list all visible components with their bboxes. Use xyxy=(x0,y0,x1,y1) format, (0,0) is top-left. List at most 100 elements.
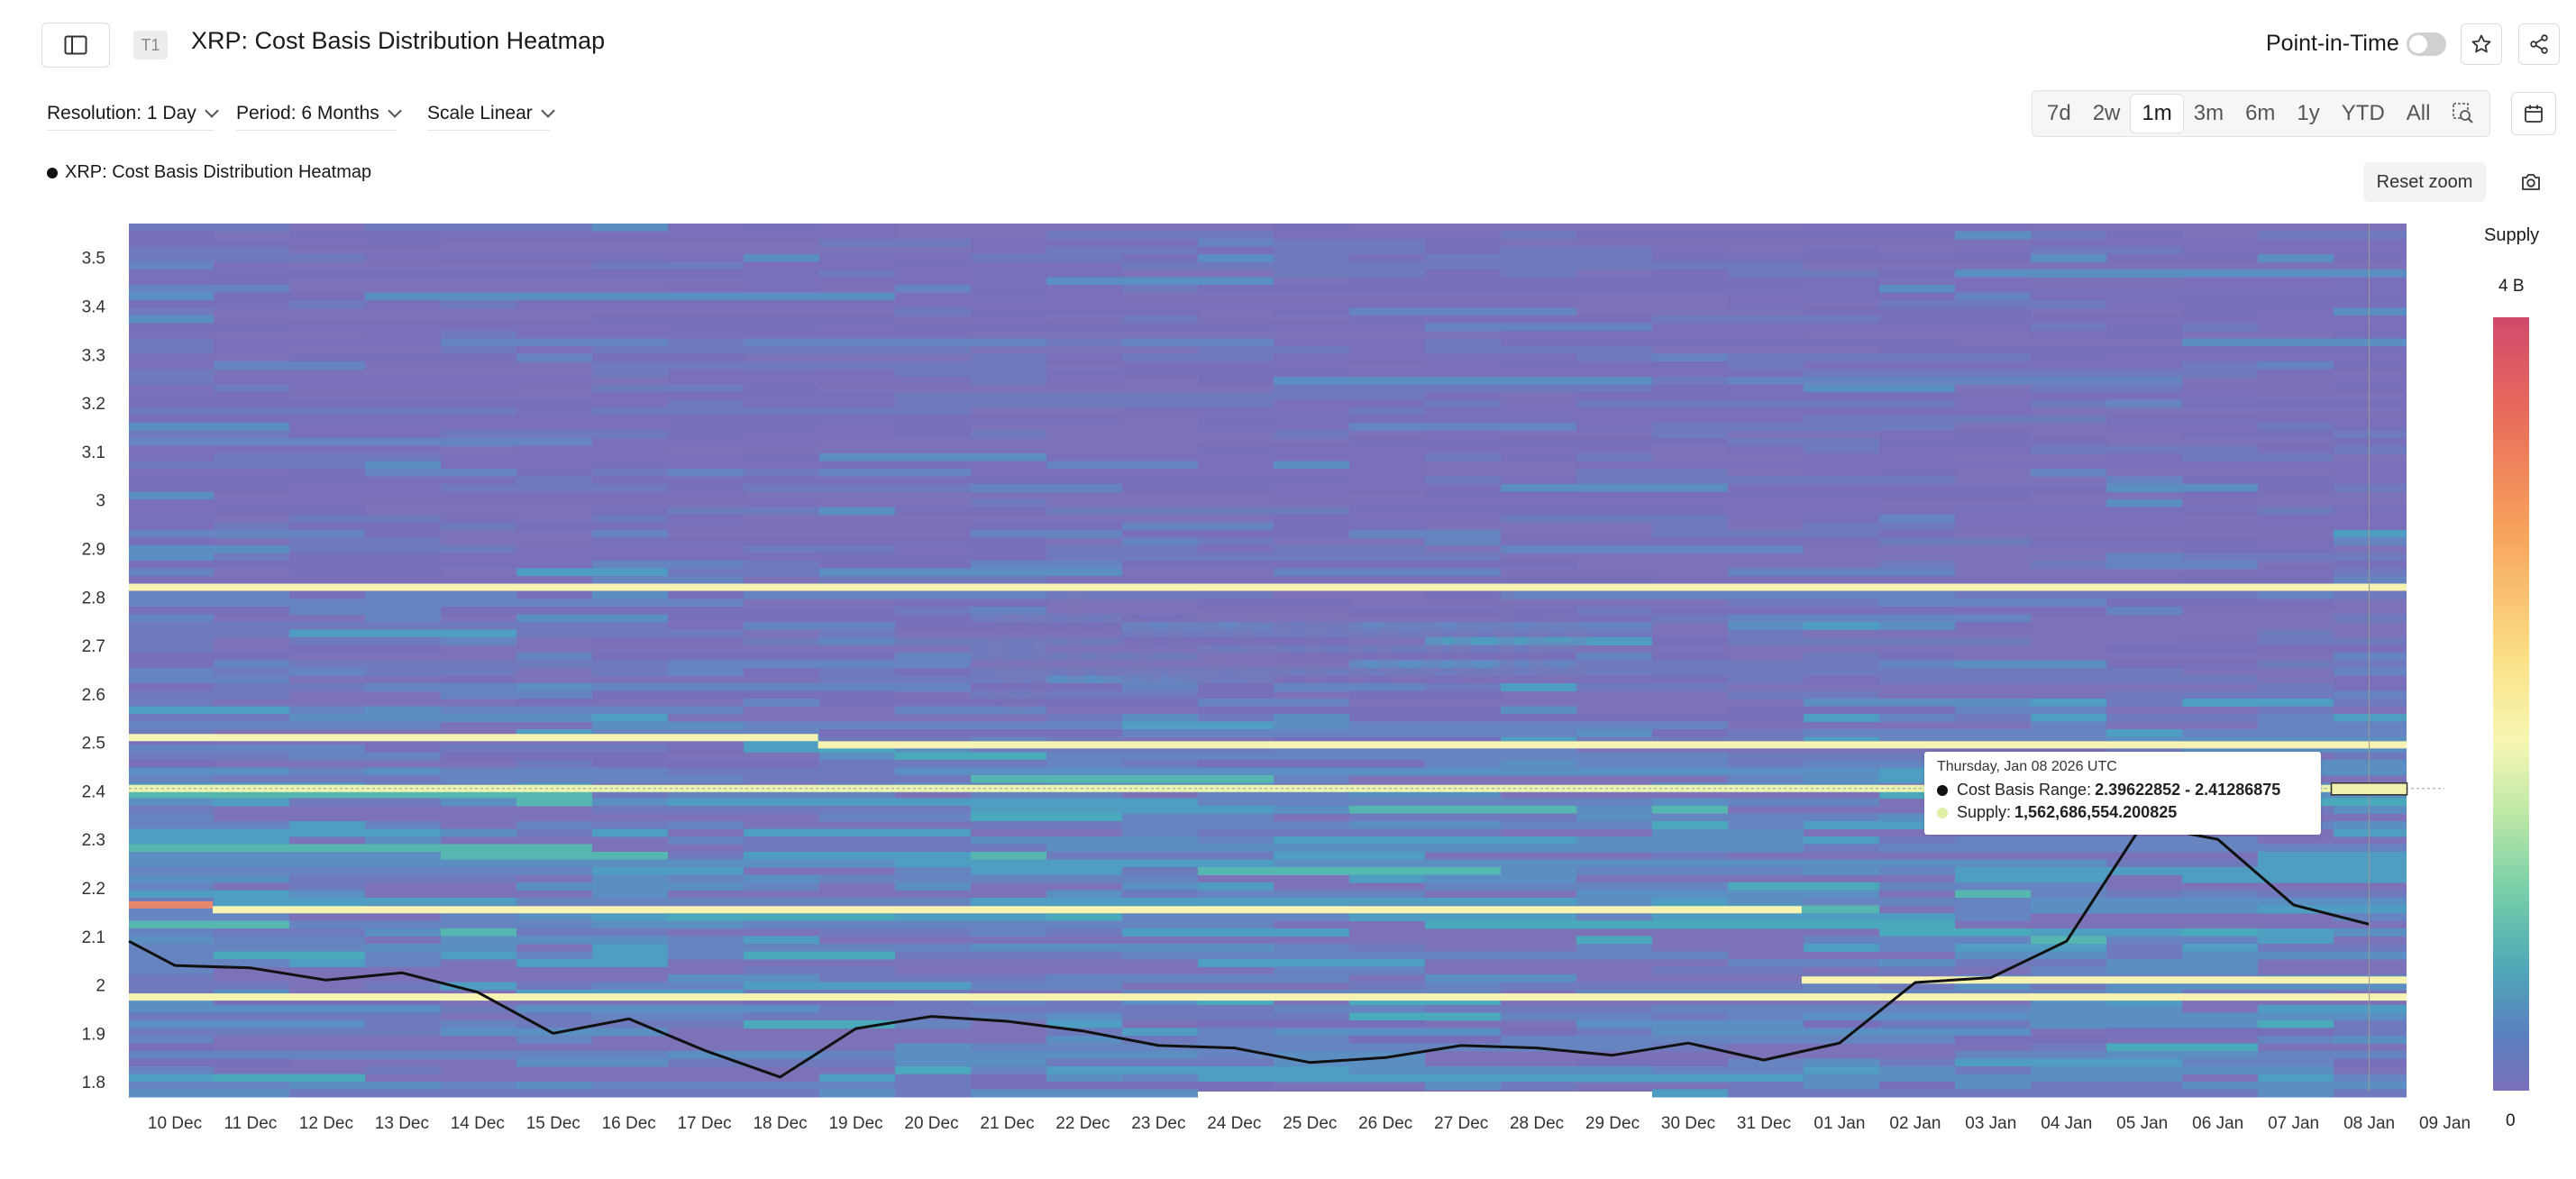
heatmap-cell xyxy=(1425,1005,1576,1013)
heatmap-cell xyxy=(2258,660,2407,669)
heatmap-cell xyxy=(1349,507,1804,516)
range-7d-button[interactable]: 7d xyxy=(2047,101,2071,125)
heatmap-cell xyxy=(592,729,819,737)
heatmap-cell xyxy=(214,338,289,347)
heatmap-cell xyxy=(1804,224,2031,232)
heatmap-cell xyxy=(1652,423,1955,431)
heatmap-cell xyxy=(895,721,971,730)
heatmap-cell xyxy=(516,798,592,807)
scale-select[interactable]: Scale Linear xyxy=(427,103,555,131)
heatmap-cell xyxy=(1198,599,1349,608)
range-1m-button[interactable]: 1m xyxy=(2131,95,2183,133)
screenshot-button[interactable] xyxy=(2511,166,2551,198)
heatmap-cell xyxy=(668,660,971,669)
heatmap-cell xyxy=(1576,399,2106,408)
heatmap-cell xyxy=(214,668,289,676)
heatmap-cell xyxy=(2182,576,2407,584)
heatmap-cell xyxy=(1349,346,1425,354)
heatmap-cell xyxy=(1274,668,1349,676)
heatmap-cell xyxy=(2334,668,2407,676)
zoom-select-button[interactable] xyxy=(2441,95,2486,133)
heatmap-cell xyxy=(129,392,289,400)
point-in-time-toggle[interactable] xyxy=(2407,32,2446,56)
heatmap-cell xyxy=(129,637,214,645)
high-supply-bands xyxy=(129,583,2407,1001)
heatmap-cell xyxy=(1198,1051,1274,1059)
heatmap-cell xyxy=(592,331,971,339)
heatmap-cell xyxy=(214,928,365,937)
heatmap-cell xyxy=(1501,721,1652,730)
heatmap-cell xyxy=(1046,852,1349,860)
heatmap-cell xyxy=(1652,338,1879,347)
heatmap-cell xyxy=(365,836,441,845)
heatmap-cell xyxy=(2334,469,2407,477)
heatmap-cell xyxy=(289,637,441,645)
range-2w-button[interactable]: 2w xyxy=(2092,101,2121,125)
supply-band xyxy=(129,583,2407,591)
share-button[interactable] xyxy=(2518,23,2560,65)
heatmap-cell xyxy=(214,997,441,1006)
heatmap-cell xyxy=(1501,515,1879,523)
heatmap-cell xyxy=(1425,270,1501,278)
heatmap-cell xyxy=(895,1043,971,1052)
heatmap-cell xyxy=(2258,231,2407,240)
heatmap-cell xyxy=(2334,568,2407,577)
heatmap-cell xyxy=(1425,430,1501,439)
heatmap-cell xyxy=(2182,745,2407,753)
period-select[interactable]: Period: 6 Months xyxy=(236,103,402,131)
heatmap-cell xyxy=(1198,415,1652,424)
heatmap-cell xyxy=(2334,1028,2407,1037)
heatmap-cell xyxy=(2106,323,2182,332)
heatmap-cell xyxy=(365,300,1349,308)
series-legend[interactable]: XRP: Cost Basis Distribution Heatmap xyxy=(47,162,371,183)
heatmap-cell xyxy=(1955,522,2182,531)
resolution-select[interactable]: Resolution: 1 Day xyxy=(47,103,219,131)
heatmap-cell xyxy=(2182,867,2258,875)
heatmap-cell xyxy=(2182,537,2258,546)
range-all-button[interactable]: All xyxy=(2406,101,2431,125)
heatmap-cell xyxy=(895,254,971,262)
heatmap-cell xyxy=(1349,561,1576,569)
heatmap-cell xyxy=(1879,461,1955,470)
heatmap-cell xyxy=(744,828,971,837)
calendar-button[interactable] xyxy=(2511,92,2556,135)
range-6m-button[interactable]: 6m xyxy=(2245,101,2276,125)
heatmap-cell xyxy=(2334,806,2407,814)
favorite-button[interactable] xyxy=(2461,23,2502,65)
reset-zoom-button[interactable]: Reset zoom xyxy=(2363,162,2486,202)
colorbar-title: Supply xyxy=(2484,225,2540,245)
heatmap-cell xyxy=(819,270,895,278)
range-3m-button[interactable]: 3m xyxy=(2193,101,2224,125)
heatmap-cell xyxy=(129,576,668,584)
heatmap-cell xyxy=(2106,1043,2258,1052)
heatmap-cell xyxy=(441,928,516,937)
heatmap-cell xyxy=(2334,430,2407,439)
heatmap-cell xyxy=(1576,660,1955,669)
heatmap-cell xyxy=(592,890,668,899)
heatmap-cell xyxy=(129,1005,441,1013)
heatmap-cell xyxy=(895,545,971,553)
heatmap-cell xyxy=(1198,890,1425,899)
heatmap-cell xyxy=(592,828,668,837)
heatmap-cell xyxy=(2031,285,2407,293)
heatmap-cell xyxy=(1804,1058,1879,1067)
heatmap-cell xyxy=(2258,944,2407,952)
range-1y-button[interactable]: 1y xyxy=(2297,101,2320,125)
heatmap-cell xyxy=(2334,675,2407,684)
heatmap-cell xyxy=(1576,1058,1804,1067)
range-ytd-button[interactable]: YTD xyxy=(2341,101,2385,125)
heatmap-cell xyxy=(516,714,592,722)
heatmap-cell xyxy=(744,277,1122,286)
heatmap-cell xyxy=(2182,399,2407,408)
heatmap-cell xyxy=(895,622,971,630)
heatmap-cell xyxy=(1501,683,1576,691)
sidebar-toggle-button[interactable] xyxy=(41,23,110,68)
heatmap-cell xyxy=(971,469,1425,477)
heatmap-cell xyxy=(819,323,895,332)
heatmap-cells xyxy=(129,224,2407,1098)
heatmap-cell xyxy=(441,415,668,424)
heatmap-cell xyxy=(1652,522,1728,531)
heatmap-cell xyxy=(2031,898,2258,906)
heatmap-cell xyxy=(1804,453,1955,462)
